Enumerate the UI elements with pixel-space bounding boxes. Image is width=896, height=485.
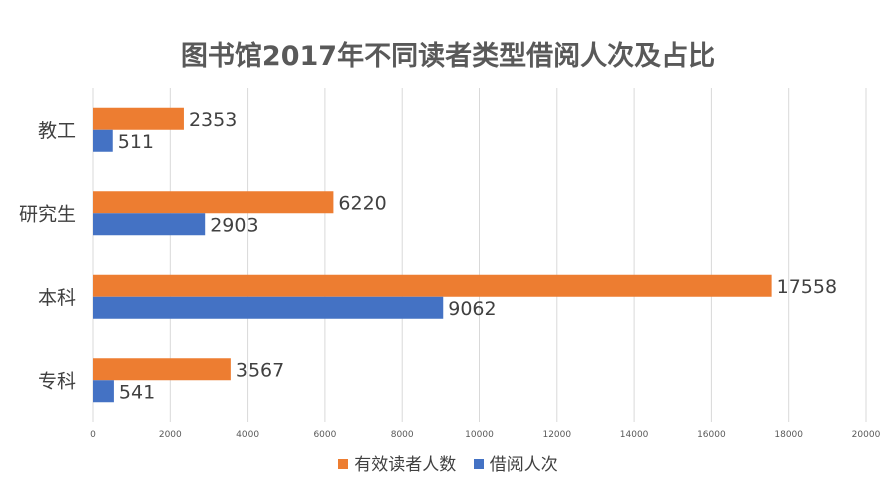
data-label: 541	[119, 381, 155, 403]
bar-blue	[93, 213, 206, 236]
bar-blue	[93, 296, 444, 319]
x-tick-label: 16000	[697, 430, 726, 440]
legend-label: 有效读者人数	[354, 455, 457, 475]
data-label: 17558	[777, 276, 837, 298]
bar-orange	[93, 191, 334, 214]
legend-swatch-blue	[473, 459, 484, 469]
bar-blue	[93, 380, 114, 403]
category-label: 研究生	[19, 203, 76, 225]
x-tick-label: 14000	[620, 430, 649, 440]
x-tick-label: 8000	[391, 430, 414, 440]
data-label: 511	[118, 131, 154, 153]
bar-orange	[93, 274, 772, 297]
bar-orange	[93, 358, 231, 381]
category-label: 本科	[38, 287, 76, 309]
x-tick-label: 0	[90, 430, 96, 440]
data-label: 2903	[210, 214, 258, 236]
data-label: 3567	[236, 359, 284, 381]
legend-label: 借阅人次	[489, 455, 558, 475]
category-label: 教工	[38, 120, 76, 142]
chart-title: 图书馆2017年不同读者类型借阅人次及占比	[180, 41, 716, 72]
x-tick-label: 2000	[159, 430, 182, 440]
x-tick-label: 20000	[852, 430, 881, 440]
x-tick-label: 10000	[465, 430, 494, 440]
x-tick-label: 18000	[774, 430, 803, 440]
x-tick-label: 4000	[236, 430, 259, 440]
data-label: 2353	[189, 109, 237, 131]
legend-item-orange: 有效读者人数	[338, 450, 456, 475]
data-label: 6220	[338, 192, 386, 214]
bar-orange	[93, 107, 184, 130]
category-label: 专科	[38, 370, 76, 392]
x-tick-label: 12000	[542, 430, 571, 440]
data-label: 9062	[448, 298, 496, 320]
legend-item-blue: 借阅人次	[473, 450, 558, 475]
x-tick-label: 6000	[313, 430, 336, 440]
legend: 有效读者人数 借阅人次	[0, 450, 896, 475]
legend-swatch-orange	[338, 459, 349, 469]
bar-blue	[93, 129, 113, 152]
